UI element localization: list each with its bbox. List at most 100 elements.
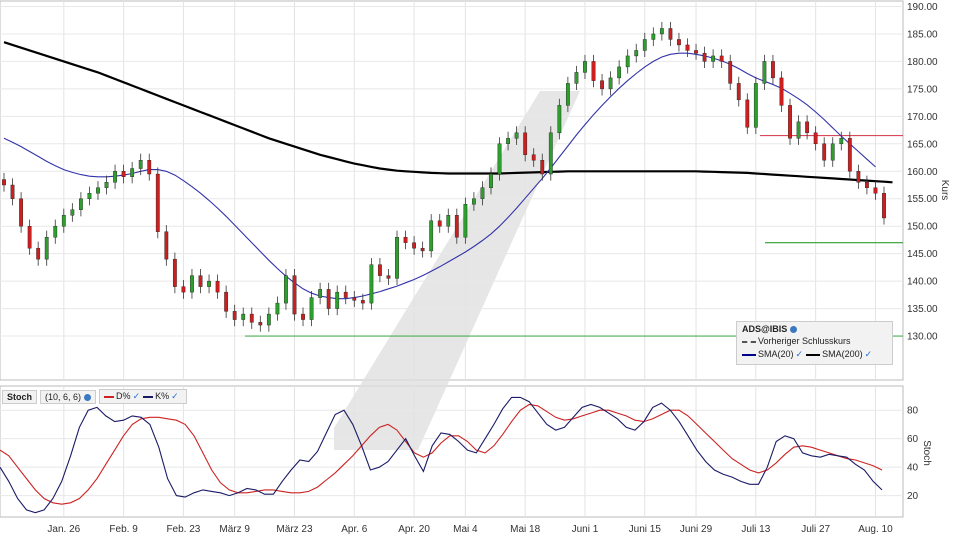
price-y-tick-label: 170.00 — [907, 112, 938, 123]
watermark-logo — [334, 91, 580, 450]
candle-body — [719, 55, 724, 62]
candle-body — [284, 275, 288, 304]
checkmark-icon: ✓ — [171, 391, 179, 401]
x-tick-label: Juli 13 — [741, 524, 770, 535]
stoch-params[interactable]: (10, 6, 6) — [40, 389, 97, 404]
price-y-tick-label: 140.00 — [907, 277, 938, 288]
checkmark-icon[interactable]: ✓ — [864, 349, 873, 359]
candle-body — [711, 55, 716, 62]
candle-body — [155, 173, 160, 232]
candle-body — [873, 187, 878, 194]
candle-body — [634, 50, 639, 57]
d-swatch — [104, 395, 115, 398]
stoch-d-legend[interactable]: D% ✓ K% ✓ — [99, 389, 187, 404]
candle-body — [788, 105, 792, 139]
stoch-y-tick-label: 20 — [907, 491, 919, 502]
globe-icon — [84, 393, 92, 401]
candle-body — [651, 33, 656, 40]
candle-body — [395, 236, 399, 279]
candle-body — [830, 143, 835, 161]
x-tick-label: März 9 — [219, 524, 250, 535]
x-tick-label: März 23 — [276, 524, 313, 535]
price-y-tick-label: 190.00 — [907, 2, 938, 13]
candle-body — [548, 132, 553, 175]
candle-body — [224, 291, 229, 312]
candle-body — [190, 275, 194, 293]
candle-body — [292, 275, 297, 315]
candle-body — [839, 138, 844, 145]
candle-body — [779, 77, 784, 106]
candle-body — [822, 143, 827, 161]
candle-body — [702, 52, 707, 62]
candle-body — [600, 80, 604, 90]
candle-body — [318, 289, 323, 298]
candle-body — [865, 182, 869, 188]
price-y-tick-label: 135.00 — [907, 304, 938, 315]
candle-body — [2, 179, 6, 186]
candle-body — [61, 215, 66, 227]
candle-body — [617, 66, 622, 79]
stoch-y-tick-label: 40 — [907, 463, 919, 474]
x-tick-label: Juli 27 — [801, 524, 830, 535]
candle-body — [113, 171, 117, 183]
candle-body — [771, 61, 775, 79]
candle-body — [249, 313, 254, 323]
stoch-d-label: D% — [116, 391, 131, 401]
candle-body — [44, 236, 49, 260]
globe-icon[interactable] — [790, 326, 798, 334]
candle-body — [266, 313, 271, 326]
candle-body — [694, 50, 698, 54]
stoch-k-label: K% — [155, 391, 170, 401]
stoch-y-tick-label: 80 — [907, 406, 919, 417]
candle-body — [882, 193, 886, 219]
candle-body — [104, 182, 109, 188]
stoch-y-tick-label: 60 — [907, 434, 919, 445]
candle-body — [728, 61, 733, 84]
candle-body — [360, 300, 365, 304]
candle-body — [232, 311, 237, 320]
candle-body — [659, 28, 664, 35]
candle-body — [275, 302, 280, 315]
candle-body — [625, 55, 630, 68]
x-tick-label: Feb. 23 — [166, 524, 200, 535]
checkmark-icon[interactable]: ✓ — [795, 349, 804, 359]
candle-body — [480, 187, 485, 199]
candle-body — [147, 160, 152, 175]
price-legend: ADS@IBIS Vorheriger Schlusskurs SMA(20) ✓… — [736, 321, 893, 365]
candle-body — [172, 258, 177, 287]
candle-body — [36, 247, 41, 260]
price-y-tick-label: 130.00 — [907, 332, 938, 343]
candle-body — [301, 313, 305, 320]
price-y-tick-label: 185.00 — [907, 29, 938, 40]
stoch-params-text: (10, 6, 6) — [45, 391, 82, 402]
candle-body — [352, 297, 357, 301]
candle-body — [736, 83, 741, 101]
candle-body — [386, 275, 391, 279]
candle-body — [53, 226, 58, 238]
candle-body — [326, 289, 331, 309]
k-swatch — [143, 395, 154, 398]
candle-body — [514, 132, 519, 139]
candle-body — [805, 121, 810, 134]
legend-sma200: SMA(200) — [822, 349, 863, 359]
candle-body — [762, 61, 767, 84]
candle-body — [87, 193, 92, 199]
x-tick-label: Juni 15 — [629, 524, 662, 535]
stoch-label[interactable]: Stoch — [2, 389, 38, 404]
sma200-swatch — [806, 353, 821, 356]
candle-body — [583, 61, 587, 73]
legend-sma20: SMA(20) — [758, 349, 794, 359]
candle-body — [437, 220, 442, 227]
candle-body — [753, 83, 758, 128]
candle-body — [198, 275, 203, 287]
candle-body — [343, 291, 348, 298]
candle-body — [70, 209, 75, 216]
candle-body — [591, 61, 596, 81]
candle-body — [241, 313, 246, 320]
candle-body — [207, 280, 211, 287]
candle-body — [813, 132, 818, 145]
candle-body — [574, 72, 579, 84]
candle-body — [745, 99, 750, 128]
candle-body — [258, 322, 263, 326]
price-y-tick-label: 160.00 — [907, 167, 938, 178]
